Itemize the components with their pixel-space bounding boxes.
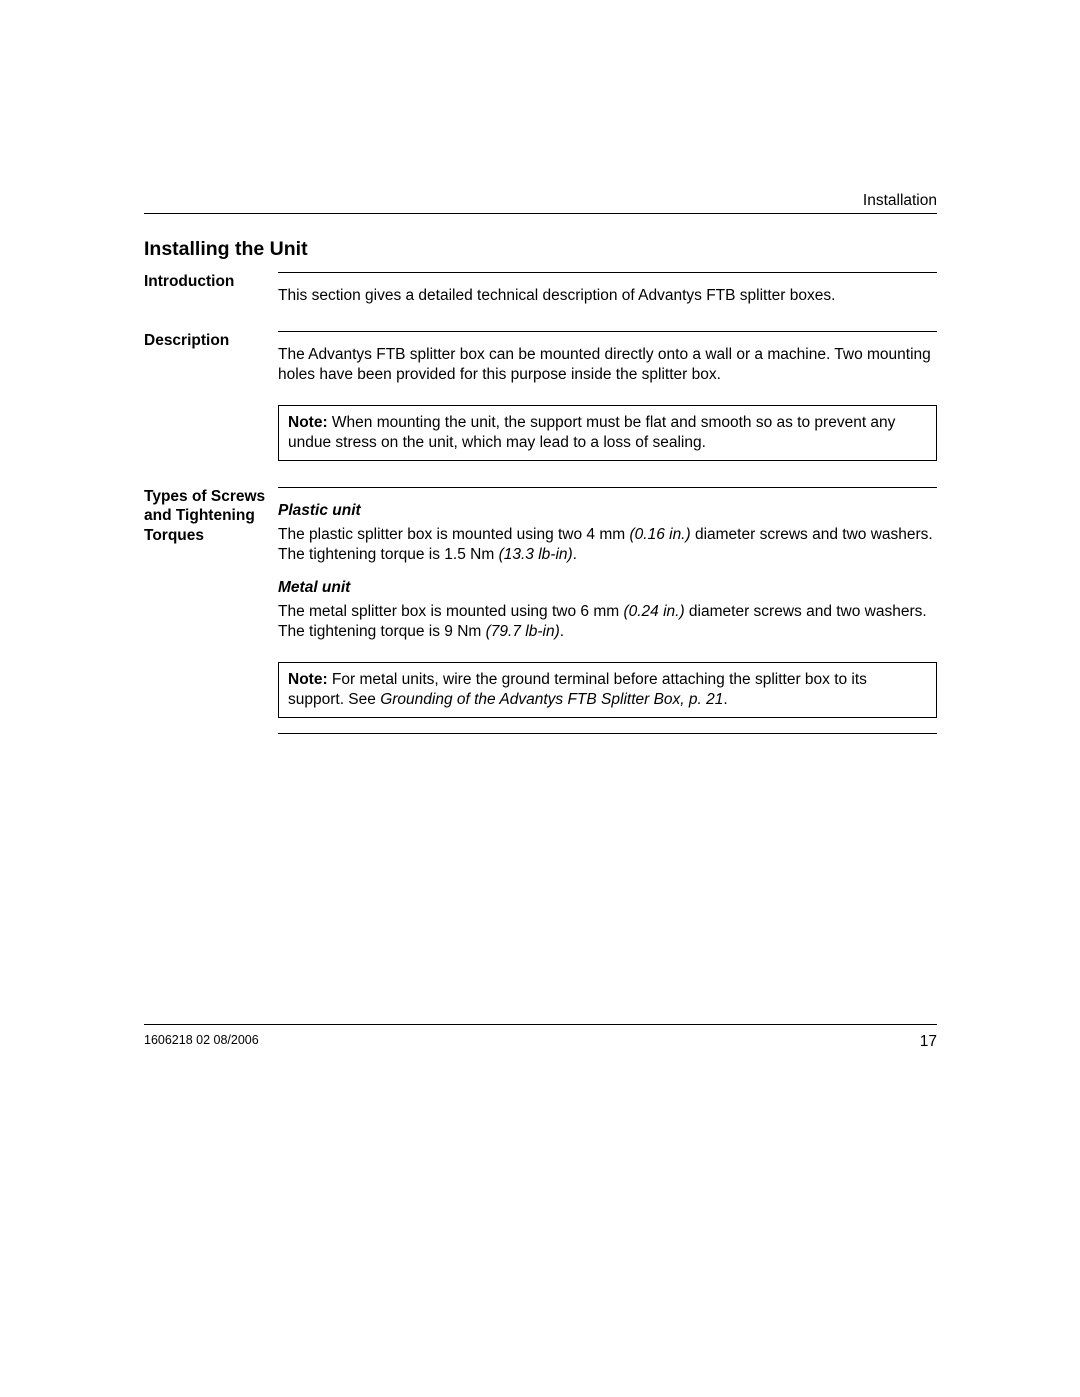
note-label: Note: xyxy=(288,671,332,688)
text-italic: (0.16 in.) xyxy=(629,526,690,543)
subheading-metal: Metal unit xyxy=(278,578,937,597)
subheading-plastic: Plastic unit xyxy=(278,501,937,520)
document-page: Installation Installing the Unit Introdu… xyxy=(0,0,1080,1397)
note-box-metal: Note: For metal units, wire the ground t… xyxy=(278,662,937,718)
text-run: . xyxy=(560,623,564,640)
section-screws: Types of Screws and Tightening Torques P… xyxy=(144,487,937,747)
section-description: Description The Advantys FTB splitter bo… xyxy=(144,331,937,461)
note-label: Note: xyxy=(288,414,332,431)
text-run: The metal splitter box is mounted using … xyxy=(278,603,623,620)
text-run: The plastic splitter box is mounted usin… xyxy=(278,526,629,543)
plastic-text: The plastic splitter box is mounted usin… xyxy=(278,525,937,564)
note-box-mounting: Note: When mounting the unit, the suppor… xyxy=(278,405,937,461)
page-header: Installation Installing the Unit xyxy=(144,192,937,261)
footer-rule xyxy=(144,1024,937,1025)
section-rule xyxy=(278,487,937,488)
section-end-rule xyxy=(278,733,937,734)
intro-text: This section gives a detailed technical … xyxy=(278,286,937,305)
section-introduction: Introduction This section gives a detail… xyxy=(144,272,937,311)
section-label: Introduction xyxy=(144,272,278,311)
running-header: Installation xyxy=(144,192,937,210)
text-italic: (0.24 in.) xyxy=(623,603,684,620)
text-italic: (13.3 lb-in) xyxy=(499,546,573,563)
section-rule xyxy=(278,331,937,332)
section-rule xyxy=(278,272,937,273)
text-italic: (79.7 lb-in) xyxy=(486,623,560,640)
footer-doc-id: 1606218 02 08/2006 xyxy=(144,1033,259,1051)
page-footer: 1606218 02 08/2006 17 xyxy=(144,1024,937,1051)
note-text: When mounting the unit, the support must… xyxy=(288,414,895,450)
section-label: Types of Screws and Tightening Torques xyxy=(144,487,278,747)
header-rule xyxy=(144,213,937,214)
text-run: . xyxy=(573,546,577,563)
footer-page-number: 17 xyxy=(920,1033,937,1051)
content-area: Introduction This section gives a detail… xyxy=(144,252,937,747)
note-text: . xyxy=(723,691,727,708)
section-label: Description xyxy=(144,331,278,461)
note-text-italic: Grounding of the Advantys FTB Splitter B… xyxy=(380,691,723,708)
metal-text: The metal splitter box is mounted using … xyxy=(278,602,937,641)
description-text: The Advantys FTB splitter box can be mou… xyxy=(278,345,937,384)
